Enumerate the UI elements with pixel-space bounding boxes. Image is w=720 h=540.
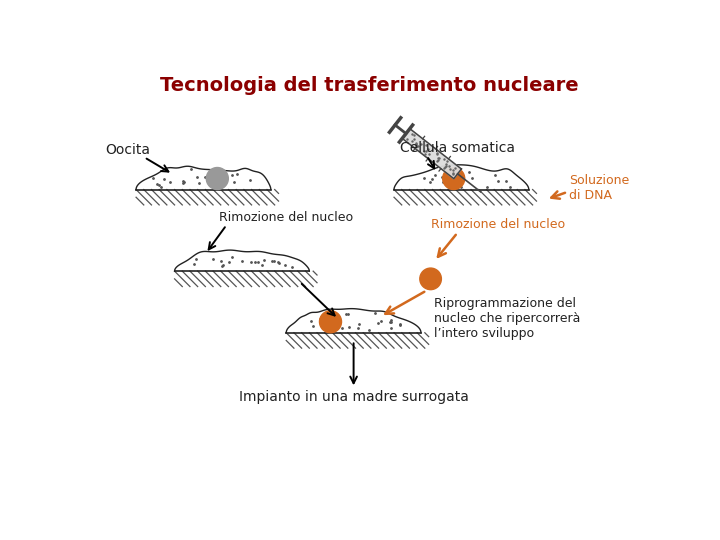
Text: Cellula somatica: Cellula somatica bbox=[400, 141, 515, 155]
Circle shape bbox=[443, 167, 464, 190]
Polygon shape bbox=[394, 190, 536, 205]
Polygon shape bbox=[136, 190, 279, 205]
Text: Riprogrammazione del
nucleo che ripercorrerà
l’intero sviluppo: Riprogrammazione del nucleo che ripercor… bbox=[434, 298, 581, 340]
Polygon shape bbox=[287, 309, 421, 333]
Polygon shape bbox=[287, 333, 428, 348]
Text: Soluzione
di DNA: Soluzione di DNA bbox=[570, 174, 629, 202]
Text: Oocita: Oocita bbox=[106, 143, 150, 157]
Polygon shape bbox=[394, 165, 528, 190]
Polygon shape bbox=[402, 129, 462, 179]
Circle shape bbox=[320, 310, 341, 333]
Polygon shape bbox=[136, 166, 271, 190]
Circle shape bbox=[207, 167, 228, 190]
Polygon shape bbox=[174, 250, 310, 271]
Text: Rimozione del nucleo: Rimozione del nucleo bbox=[431, 219, 564, 232]
Circle shape bbox=[420, 268, 441, 289]
Polygon shape bbox=[174, 271, 317, 287]
Text: Tecnologia del trasferimento nucleare: Tecnologia del trasferimento nucleare bbox=[160, 76, 578, 96]
Text: Impianto in una madre surrogata: Impianto in una madre surrogata bbox=[238, 390, 469, 404]
Text: Rimozione del nucleo: Rimozione del nucleo bbox=[219, 211, 353, 224]
